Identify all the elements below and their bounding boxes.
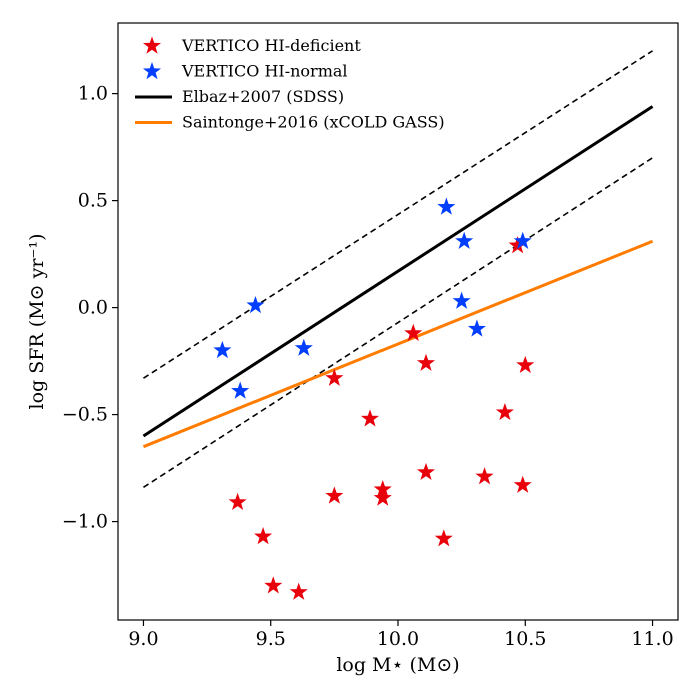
x-axis-label: log M⋆ (M⊙) [336, 654, 459, 676]
point-vertico-hi-normal [294, 338, 313, 356]
legend-marker-star [142, 62, 162, 80]
point-vertico-hi-deficient [264, 576, 283, 594]
x-tick-label: 10.5 [504, 628, 546, 650]
y-tick-label: 0.5 [78, 190, 108, 212]
point-vertico-hi-deficient [373, 488, 392, 506]
point-vertico-hi-deficient [289, 582, 308, 600]
point-vertico-hi-deficient [228, 492, 247, 510]
point-vertico-hi-deficient [254, 527, 273, 545]
y-tick-label: 1.0 [78, 83, 108, 105]
legend-label: Saintonge+2016 (xCOLD GASS) [182, 113, 445, 132]
series-line-elbaz-2007-upper [143, 50, 653, 379]
point-vertico-hi-deficient [360, 409, 380, 427]
legend-marker-star [142, 36, 162, 54]
y-tick-label: −1.0 [62, 511, 108, 533]
y-tick-label: −0.5 [62, 404, 108, 426]
legend: VERTICO HI-deficient VERTICO HI-normal Elb… [135, 36, 445, 132]
point-vertico-hi-deficient [513, 475, 532, 493]
point-vertico-hi-deficient [508, 236, 527, 254]
x-tick-label: 10.0 [377, 628, 419, 650]
x-tick-label: 9.0 [128, 628, 158, 650]
legend-label: Elbaz+2007 (SDSS) [182, 87, 344, 106]
point-vertico-hi-deficient [495, 402, 514, 421]
series-line-elbaz-2007-sdss [142, 105, 654, 438]
point-vertico-hi-deficient [416, 353, 436, 371]
point-vertico-hi-deficient [475, 467, 494, 485]
point-vertico-hi-normal [231, 381, 250, 399]
point-vertico-hi-normal [437, 197, 456, 215]
point-vertico-hi-normal [455, 231, 474, 249]
x-tick-label: 11.0 [631, 628, 673, 650]
point-vertico-hi-deficient [404, 323, 423, 341]
y-axis-label: log SFR (M⊙ yr⁻¹) [26, 234, 48, 410]
legend-label: VERTICO HI-normal [181, 62, 348, 81]
legend-label: VERTICO HI-deficient [181, 36, 361, 55]
plot-lines-layer [142, 50, 654, 489]
point-vertico-hi-normal [213, 340, 232, 359]
series-line-elbaz-2007-lower [143, 157, 653, 489]
axis-ticks: 9.0 9.5 10.0 10.5 11.0 −1.0 −0.5 0.0 0.5 1.0 [62, 83, 674, 650]
y-tick-label: 0.0 [78, 297, 108, 319]
point-vertico-hi-deficient [325, 486, 344, 504]
point-vertico-hi-normal [246, 295, 265, 314]
series-line-saintonge-2016-xcold-gass [142, 239, 654, 449]
point-vertico-hi-normal [513, 231, 532, 249]
point-vertico-hi-normal [467, 319, 486, 337]
point-vertico-hi-normal [452, 291, 471, 309]
point-vertico-hi-deficient [434, 529, 453, 547]
plot-markers-layer [213, 197, 535, 600]
x-tick-label: 9.5 [256, 628, 286, 650]
point-vertico-hi-deficient [516, 355, 535, 374]
point-vertico-hi-deficient [325, 368, 344, 386]
point-vertico-hi-deficient [416, 462, 436, 481]
